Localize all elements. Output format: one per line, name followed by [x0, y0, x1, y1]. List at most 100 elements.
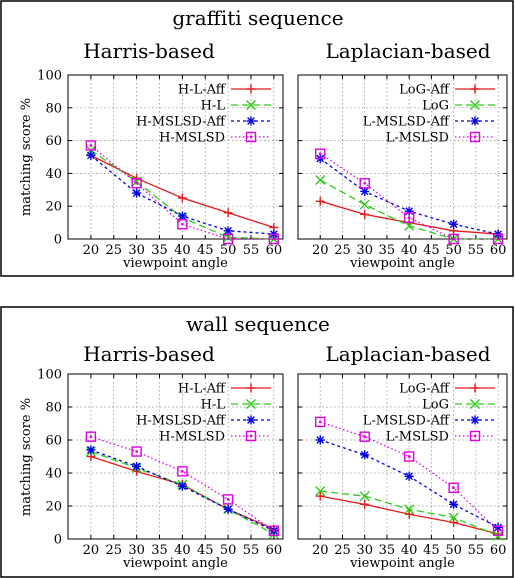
data-point-H-MSLSD [85, 140, 97, 151]
data-point-LoG-Aff [449, 518, 459, 527]
x-tick-label: 40 [174, 543, 191, 558]
data-point-H-MSLSD [222, 494, 234, 505]
x-tick-label: 60 [490, 243, 507, 258]
x-tick-label: 20 [312, 243, 329, 258]
data-point-LoG-Aff [360, 209, 370, 219]
graffiti-section-frame [0, 0, 514, 277]
data-point-L-MSLSD [359, 178, 370, 189]
data-point-L-MSLSD [492, 525, 504, 536]
legend-marker [470, 84, 480, 94]
legend-label: LoG-Aff [399, 382, 451, 397]
legend-label: L-MSLSD [386, 131, 449, 146]
data-point-L-MSLSD [403, 451, 415, 462]
y-tick-label: 20 [45, 500, 62, 515]
data-point-L-MSLSD-Aff [449, 219, 459, 229]
legend-label: H-MSLSD-Aff [136, 414, 227, 429]
panel-subtitle-wall-laplacian: Laplacian-based [325, 342, 490, 366]
chart-graffiti-harris: 20 25 30 35 40 45 50 55 60 0 20 40 60 80 100 viewpoint … [37, 69, 284, 271]
series-line-H-L [90, 450, 275, 535]
data-point-L-MSLSD-Aff [404, 471, 414, 481]
data-point-H-L-Aff [177, 193, 187, 203]
data-point-L-MSLSD [492, 233, 504, 245]
legend-marker [470, 383, 480, 393]
y-tick-label: 80 [45, 101, 62, 116]
legend-marker [246, 84, 256, 94]
data-point-LoG [359, 199, 370, 210]
data-point-L-MSLSD-Aff [449, 499, 459, 509]
legend-marker [246, 415, 256, 425]
data-point-L-MSLSD-Aff [493, 522, 503, 532]
wall-section-title: wall sequence [186, 312, 330, 336]
x-tick-label: 45 [423, 243, 440, 258]
data-point-H-MSLSD-Aff [132, 188, 142, 198]
y-tick-label: 40 [45, 167, 62, 182]
data-point-H-MSLSD-Aff [132, 461, 142, 471]
x-tick-label: 45 [197, 543, 214, 558]
data-point-H-MSLSD-Aff [86, 445, 96, 455]
x-tick-label: 30 [356, 543, 373, 558]
data-point-L-MSLSD [403, 212, 415, 223]
data-point-H-MSLSD [222, 233, 234, 245]
legend-marker [246, 383, 256, 393]
y-tick-label: 0 [54, 533, 62, 548]
data-point-H-MSLSD [85, 431, 97, 442]
data-point-L-MSLSD-Aff [404, 206, 414, 216]
x-tick-label: 55 [468, 543, 485, 558]
legend-label: LoG [422, 99, 449, 114]
plot-frame [67, 74, 284, 240]
chart-wall-harris: 20 25 30 35 40 45 50 55 60 0 20 40 60 80 100 viewpoint … [37, 368, 284, 571]
chart-wall-laplacian: 20 25 30 35 40 45 50 55 60 viewpoint angle LoG-Aff… [297, 373, 508, 571]
data-point-H-L-Aff [223, 208, 233, 218]
data-point-LoG [315, 174, 326, 185]
legend-marker [470, 116, 480, 126]
legend-label: L-MSLSD [386, 430, 449, 445]
x-tick-label: 20 [83, 543, 100, 558]
legend-label: H-L [201, 99, 226, 114]
legend-label: H-MSLSD-Aff [136, 115, 227, 130]
legend-label: H-MSLSD [159, 131, 225, 146]
x-axis-label: viewpoint angle [122, 256, 228, 271]
data-point-L-MSLSD [359, 431, 370, 442]
y-tick-label: 60 [45, 434, 62, 449]
legend-marker [470, 399, 480, 409]
legend-label: H-L-Aff [178, 382, 227, 397]
x-tick-label: 40 [401, 543, 418, 558]
chart-graffiti-laplacian: 20 25 30 35 40 45 50 55 60 viewpoint angle LoG-Aff… [297, 74, 508, 271]
data-point-H-MSLSD [131, 178, 142, 189]
x-tick-label: 45 [423, 543, 440, 558]
x-tick-label: 25 [334, 243, 351, 258]
y-tick-label: 20 [45, 200, 62, 215]
data-point-LoG [359, 491, 370, 502]
y-tick-label: 40 [45, 467, 62, 482]
legend-label: H-L-Aff [178, 83, 227, 98]
legend-marker [470, 415, 480, 425]
x-axis-label: viewpoint angle [349, 556, 455, 571]
data-point-LoG [404, 504, 415, 515]
y-tick-label: 100 [37, 368, 62, 383]
plot-frame [297, 74, 508, 240]
panel-subtitle-graffiti-laplacian: Laplacian-based [325, 39, 490, 63]
data-point-LoG-Aff [360, 499, 370, 509]
y-tick-label: 60 [45, 134, 62, 149]
x-tick-label: 35 [379, 543, 396, 558]
legend-marker [469, 430, 481, 442]
data-point-LoG [448, 512, 459, 523]
x-tick-label: 50 [445, 243, 462, 258]
x-tick-label: 55 [243, 243, 260, 258]
x-tick-label: 20 [312, 543, 329, 558]
data-point-H-MSLSD [268, 233, 280, 245]
x-tick-label: 55 [243, 543, 260, 558]
data-point-L-MSLSD-Aff [315, 435, 325, 445]
legend-label: H-L [201, 398, 226, 413]
data-point-H-MSLSD-Aff [223, 504, 233, 514]
x-tick-label: 45 [197, 243, 214, 258]
x-tick-label: 50 [445, 543, 462, 558]
x-tick-label: 40 [174, 243, 191, 258]
data-point-LoG [315, 486, 326, 497]
x-tick-label: 25 [105, 243, 122, 258]
data-point-LoG [404, 220, 415, 231]
legend-marker [246, 116, 256, 126]
x-axis-label: viewpoint angle [349, 256, 455, 271]
legend-label: H-MSLSD [159, 430, 225, 445]
data-point-H-MSLSD [177, 219, 188, 230]
